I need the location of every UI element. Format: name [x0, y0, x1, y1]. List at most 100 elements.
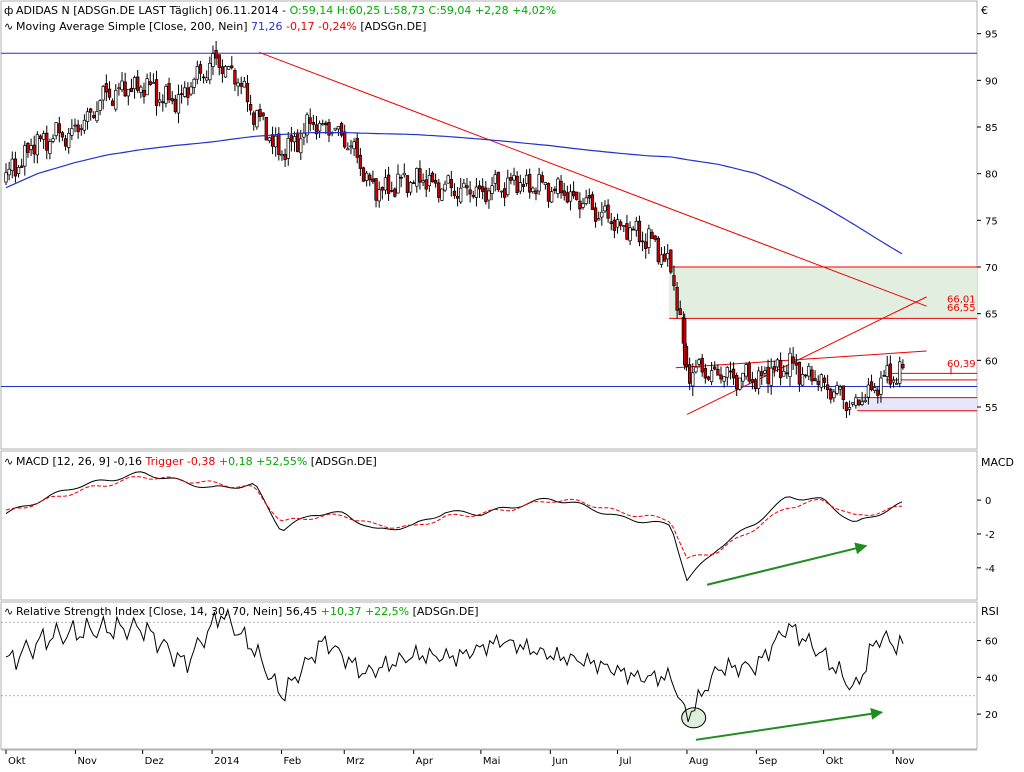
candle-body-203 — [640, 240, 645, 243]
candle-body-26 — [85, 111, 90, 122]
candle-body-239 — [753, 379, 758, 390]
candle-body-258 — [813, 378, 817, 382]
candle-body-247 — [778, 359, 783, 379]
candle-body-285 — [898, 361, 902, 384]
candle-body-235 — [741, 372, 745, 382]
candle-body-16 — [54, 122, 58, 137]
candle-body-145 — [459, 187, 463, 203]
candle-body-234 — [738, 377, 742, 390]
candle-body-278 — [876, 389, 880, 396]
candle-body-266 — [838, 386, 842, 390]
candle-body-30 — [98, 100, 102, 111]
candle-body-11 — [38, 135, 43, 140]
candle-body-134 — [424, 179, 428, 190]
candle-body-102 — [324, 122, 328, 126]
candle-body-155 — [490, 185, 494, 194]
candle-body-200 — [631, 228, 635, 231]
price-y-tick-label-3: 80 — [985, 170, 998, 181]
macd-y-tick-label-1: -2 — [985, 530, 995, 541]
candle-body-131 — [415, 168, 419, 187]
candle-body-165 — [521, 184, 526, 187]
x-tick-label-12: Okt — [826, 756, 844, 767]
candle-body-205 — [647, 228, 651, 248]
candle-body-60 — [192, 78, 196, 88]
candle-body-84 — [267, 137, 272, 142]
candle-body-218 — [687, 364, 692, 384]
candle-body-198 — [625, 223, 629, 240]
candle-body-34 — [110, 100, 115, 106]
candle-body-201 — [634, 220, 638, 231]
rsi-legend-icon: ∿ — [4, 605, 13, 618]
candle-body-99 — [314, 124, 319, 135]
candle-body-171 — [540, 175, 544, 183]
candle-body-9 — [32, 144, 36, 155]
candle-body-79 — [252, 112, 256, 125]
candle-body-141 — [446, 175, 450, 184]
candle-body-174 — [550, 191, 554, 203]
candle-body-149 — [471, 195, 475, 197]
macd-legend: ∿ MACD [12, 26, 9] -0,16 Trigger -0,38 +… — [4, 455, 1014, 469]
candle-body-182 — [575, 191, 579, 201]
candle-body-273 — [860, 401, 864, 405]
candle-body-143 — [452, 190, 457, 196]
candle-body-229 — [722, 376, 726, 382]
candle-body-199 — [628, 227, 632, 242]
candle-body-106 — [336, 126, 341, 130]
candle-body-54 — [173, 98, 177, 112]
candle-body-92 — [292, 136, 297, 143]
macd-line — [5, 471, 903, 582]
candle-body-230 — [725, 367, 729, 378]
candle-body-233 — [735, 375, 739, 390]
candle-body-116 — [368, 174, 372, 181]
candle-body-246 — [775, 359, 780, 368]
candle-body-172 — [543, 182, 548, 186]
x-tick-label-1: Nov — [77, 756, 97, 767]
candle-body-251 — [791, 356, 795, 364]
candle-body-12 — [41, 133, 46, 140]
candle-body-197 — [622, 225, 626, 227]
candle-body-35 — [114, 90, 118, 110]
candle-body-76 — [242, 80, 246, 88]
candle-body-37 — [120, 80, 124, 91]
candle-body-147 — [465, 185, 469, 189]
price-y-tick-label-7: 60 — [985, 356, 998, 367]
macd-y-axis: 0 -2 -4 — [977, 496, 995, 575]
candle-body-252 — [794, 362, 798, 366]
ma-legend-text: Moving Average Simple [Close, 200, Nein]… — [16, 20, 426, 33]
candle-body-101 — [321, 123, 325, 126]
candle-body-67 — [214, 49, 218, 59]
candle-body-39 — [126, 88, 130, 97]
candle-body-243 — [766, 366, 770, 384]
rsi-y-tick-label-0: 60 — [985, 637, 998, 648]
candle-body-113 — [358, 154, 363, 169]
candle-body-195 — [615, 219, 620, 228]
candle-body-135 — [427, 174, 432, 187]
candle-body-48 — [154, 79, 159, 106]
candle-body-110 — [349, 145, 353, 148]
candle-body-112 — [355, 137, 359, 158]
x-tick-label-13: Nov — [895, 756, 915, 767]
candle-body-97 — [308, 117, 312, 124]
price-panel-frame — [0, 0, 978, 450]
candle-body-170 — [537, 174, 541, 192]
candle-body-1 — [7, 168, 11, 176]
candle-body-17 — [57, 123, 61, 134]
price-y-tick-label-2: 85 — [985, 123, 998, 134]
candle-body-138 — [437, 182, 441, 198]
candle-body-140 — [443, 183, 447, 191]
candle-body-136 — [430, 172, 435, 183]
candle-body-108 — [343, 131, 347, 148]
candle-body-282 — [888, 363, 893, 385]
candle-body-264 — [832, 391, 836, 399]
candle-body-109 — [346, 148, 350, 151]
price-legend-icon: ф — [4, 4, 13, 17]
price-y-tick-label-4: 75 — [985, 216, 998, 227]
candle-body-38 — [123, 81, 127, 97]
macd-axis-title: MACD — [981, 456, 1014, 469]
candle-body-263 — [829, 388, 833, 400]
macd-divergence-arrow — [706, 542, 868, 586]
candle-body-130 — [412, 182, 416, 185]
candle-body-126 — [399, 176, 403, 179]
